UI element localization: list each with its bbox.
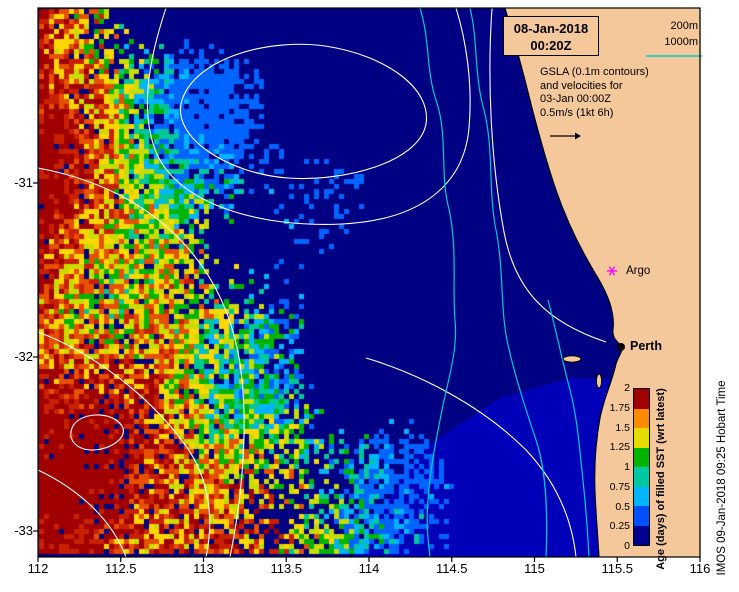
gsla-contour — [365, 357, 577, 558]
rottnest-island — [562, 355, 582, 363]
gsla-contour — [179, 43, 428, 180]
land-polygon — [504, 7, 701, 558]
perth-city-dot-icon — [617, 343, 625, 351]
bathymetry-contour-1000m — [419, 7, 457, 558]
axis-tick-marks — [33, 182, 701, 562]
gsla-contour — [489, 7, 607, 343]
bathymetry-contour-200m — [469, 7, 548, 558]
gsla-contour — [37, 331, 211, 558]
gsla-contour — [70, 414, 124, 451]
gsla-contour — [146, 7, 471, 225]
garden-island — [595, 373, 603, 389]
gsla-contour — [37, 469, 127, 558]
velocity-scale-arrow-icon — [550, 132, 581, 140]
bathymetry-contour-shelf — [547, 299, 590, 558]
argo-float-icon — [607, 266, 617, 276]
gsla-contour — [37, 167, 245, 558]
